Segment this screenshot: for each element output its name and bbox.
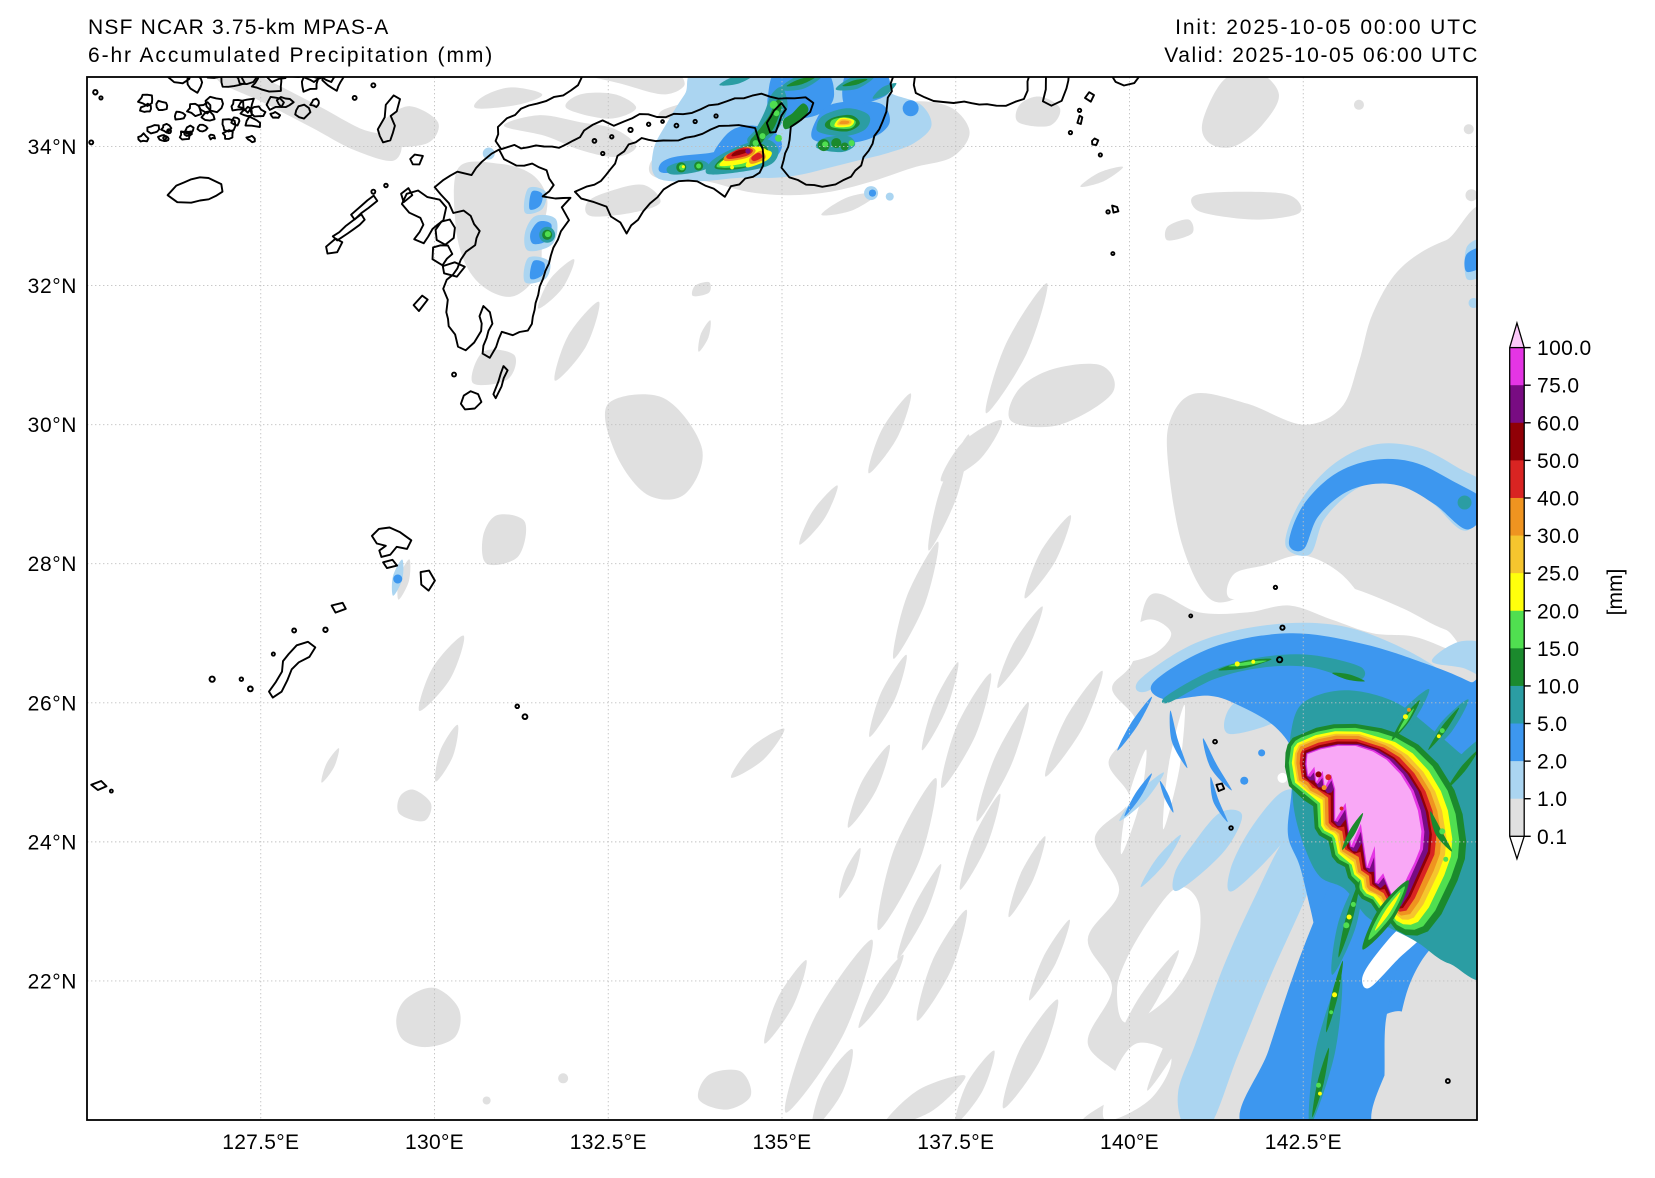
svg-text:142.5°E: 142.5°E: [1265, 1131, 1342, 1154]
svg-text:135°E: 135°E: [753, 1131, 812, 1154]
svg-text:40.0: 40.0: [1537, 487, 1579, 510]
svg-text:5.0: 5.0: [1537, 713, 1567, 736]
svg-text:15.0: 15.0: [1537, 638, 1579, 661]
svg-text:140°E: 140°E: [1100, 1131, 1159, 1154]
svg-text:Valid: 2025-10-05 06:00 UTC: Valid: 2025-10-05 06:00 UTC: [1164, 44, 1479, 67]
svg-text:34°N: 34°N: [28, 136, 77, 159]
svg-text:0.1: 0.1: [1537, 826, 1567, 849]
svg-text:26°N: 26°N: [28, 692, 77, 715]
svg-text:100.0: 100.0: [1537, 337, 1592, 360]
svg-text:50.0: 50.0: [1537, 450, 1579, 473]
svg-text:137.5°E: 137.5°E: [917, 1131, 994, 1154]
svg-text:30.0: 30.0: [1537, 525, 1579, 548]
svg-text:10.0: 10.0: [1537, 675, 1579, 698]
svg-text:32°N: 32°N: [28, 275, 77, 298]
svg-text:75.0: 75.0: [1537, 375, 1579, 398]
svg-text:Init: 2025-10-05 00:00 UTC: Init: 2025-10-05 00:00 UTC: [1175, 16, 1479, 39]
svg-text:1.0: 1.0: [1537, 788, 1567, 811]
svg-text:25.0: 25.0: [1537, 563, 1579, 586]
svg-text:2.0: 2.0: [1537, 751, 1567, 774]
svg-text:20.0: 20.0: [1537, 600, 1579, 623]
svg-text:6-hr Accumulated Precipitation: 6-hr Accumulated Precipitation (mm): [88, 44, 494, 67]
svg-text:22°N: 22°N: [28, 970, 77, 993]
svg-text:130°E: 130°E: [405, 1131, 464, 1154]
svg-text:[mm]: [mm]: [1604, 569, 1627, 616]
svg-text:132.5°E: 132.5°E: [570, 1131, 647, 1154]
svg-text:30°N: 30°N: [28, 414, 77, 437]
svg-text:24°N: 24°N: [28, 831, 77, 854]
svg-text:60.0: 60.0: [1537, 412, 1579, 435]
svg-text:28°N: 28°N: [28, 553, 77, 576]
svg-text:NSF NCAR 3.75-km MPAS-A: NSF NCAR 3.75-km MPAS-A: [88, 16, 389, 39]
svg-text:127.5°E: 127.5°E: [222, 1131, 299, 1154]
